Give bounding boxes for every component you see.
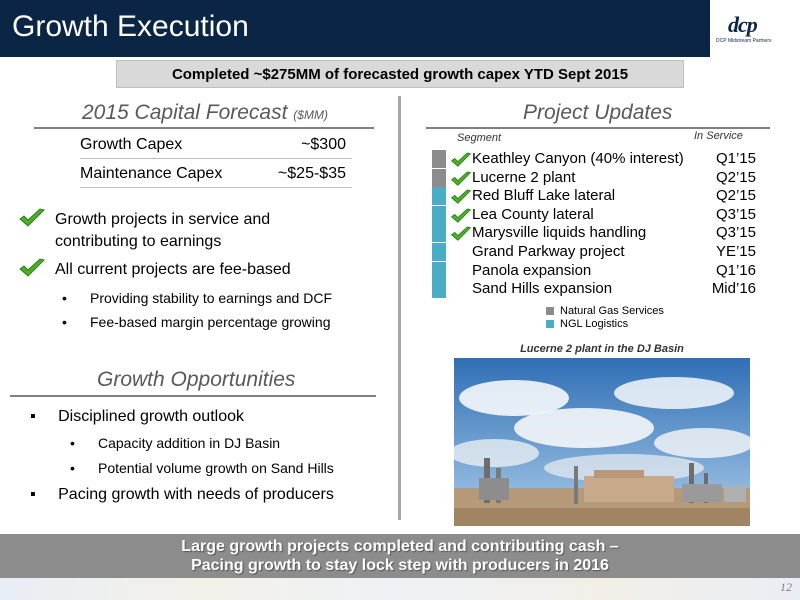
project-row: Keathley Canyon (40% interest) Q1’15 [432, 150, 760, 168]
in-service-date: Q1’15 [715, 150, 756, 167]
project-name: Keathley Canyon (40% interest) [472, 150, 684, 167]
table-row: Growth Capex ~$300 [80, 130, 352, 159]
segment-indicator [432, 205, 446, 224]
checkmark-icon [450, 226, 472, 242]
sub-bullet-text: Potential volume growth on Sand Hills [98, 460, 334, 476]
square-bullet-item: ▪ Pacing growth with needs of producers [30, 486, 334, 504]
in-service-date: Mid’16 [711, 280, 756, 298]
checkmark-icon [450, 152, 472, 167]
segment-indicator [432, 150, 446, 168]
square-bullet-icon: ▪ [30, 486, 36, 503]
bullet-dot: • [70, 435, 75, 451]
logo-subtitle: DCP Midstream Partners [716, 38, 772, 44]
segment-indicator [432, 280, 446, 299]
header-bar: Growth Execution dcp DCP Midstream Partn… [0, 0, 800, 57]
in-service-date: Q2’15 [715, 168, 756, 186]
project-name: Red Bluff Lake lateral [472, 187, 616, 205]
opportunities-underline [10, 395, 376, 397]
company-logo: dcp DCP Midstream Partners [710, 0, 800, 57]
project-name: Lucerne 2 plant [472, 168, 576, 186]
row-label: Maintenance Capex [80, 165, 223, 182]
checkmark-icon [450, 171, 472, 186]
in-service-date: YE’15 [715, 243, 756, 260]
project-updates-underline [426, 127, 770, 129]
sub-bullet: • Capacity addition in DJ Basin [70, 435, 280, 451]
page-number: 12 [780, 580, 792, 594]
project-name: Panola expansion [472, 261, 592, 279]
project-row: Lea County lateral Q3’15 [432, 205, 760, 224]
segment-indicator [432, 187, 446, 206]
project-updates-title: Project Updates [523, 101, 673, 124]
legend-ngl: NGL Logistics [546, 318, 628, 330]
row-value: ~$25-$35 [277, 165, 346, 182]
logo-wordmark: dcp [728, 12, 758, 37]
segment-indicator [432, 224, 446, 243]
row-value: ~$300 [301, 136, 346, 153]
forecast-underline [34, 127, 374, 129]
check-bullet-2: All current projects are fee-based [55, 261, 291, 278]
page-title: Growth Execution [12, 10, 249, 43]
in-service-date: Q1’16 [715, 261, 756, 279]
project-name: Grand Parkway project [472, 243, 625, 260]
square-bullet-item: ▪ Disciplined growth outlook [30, 408, 244, 426]
legend-natural-gas: Natural Gas Services [546, 305, 664, 317]
sub-bullet-text: Providing stability to earnings and DCF [90, 290, 333, 306]
legend-label: NGL Logistics [560, 318, 629, 330]
summary-banner: Completed ~$275MM of forecasted growth c… [116, 60, 684, 88]
square-bullet-icon: ▪ [30, 408, 36, 425]
project-name: Marysville liquids handling [472, 224, 647, 242]
bullet-dot: • [62, 314, 67, 330]
column-divider [398, 96, 401, 520]
forecast-table: Growth Capex ~$300 Maintenance Capex ~$2… [80, 130, 352, 188]
check-bullet-line: Growth projects in service and [55, 211, 271, 228]
segment-indicator [432, 168, 446, 187]
opportunities-title: Growth Opportunities [97, 368, 296, 391]
bullet-text: Pacing growth with needs of producers [58, 486, 334, 503]
legend-label: Natural Gas Services [560, 305, 664, 317]
bullet-text: Disciplined growth outlook [58, 408, 244, 425]
checkmark-icon [19, 258, 45, 277]
footer-line: Large growth projects completed and cont… [181, 538, 619, 555]
bullet-dot: • [70, 460, 75, 476]
forecast-title: 2015 Capital Forecast ($MM) [82, 101, 328, 125]
project-name: Lea County lateral [472, 205, 594, 223]
project-row: Marysville liquids handling Q3’15 [432, 224, 760, 243]
sub-bullet: • Fee-based margin percentage growing [62, 314, 330, 330]
sub-bullet: • Providing stability to earnings and DC… [62, 290, 332, 306]
segment-header: Segment [457, 132, 502, 144]
footer-summary: Large growth projects completed and cont… [0, 534, 800, 578]
project-row: Grand Parkway project YE’15 [432, 243, 760, 261]
photo-caption: Lucerne 2 plant in the DJ Basin [520, 343, 684, 355]
segment-indicator [432, 261, 446, 280]
sub-bullet: • Potential volume growth on Sand Hills [70, 460, 334, 476]
bullet-dot: • [62, 290, 67, 306]
sub-bullet-text: Capacity addition in DJ Basin [98, 435, 281, 451]
legend-swatch [546, 307, 554, 316]
sub-bullet-text: Fee-based margin percentage growing [90, 314, 331, 330]
in-service-date: Q3’15 [715, 224, 756, 242]
bottom-decoration [0, 578, 800, 600]
checkmark-icon [450, 208, 472, 223]
in-service-header: In Service [694, 130, 743, 142]
project-row: Lucerne 2 plant Q2’15 [432, 168, 760, 187]
forecast-unit: ($MM) [293, 108, 328, 122]
table-row: Maintenance Capex ~$25-$35 [80, 159, 352, 188]
in-service-date: Q3’15 [715, 205, 756, 223]
project-name: Sand Hills expansion [472, 280, 613, 298]
check-bullet-line: contributing to earnings [55, 233, 222, 250]
check-bullet-1: Growth projects in service and contribut… [55, 209, 270, 253]
project-row: Sand Hills expansion Mid’16 [432, 280, 760, 299]
project-row: Panola expansion Q1’16 [432, 261, 760, 280]
forecast-title-text: 2015 Capital Forecast [82, 101, 288, 124]
checkmark-icon [450, 189, 472, 205]
project-row: Red Bluff Lake lateral Q2’15 [432, 187, 760, 206]
segment-indicator [432, 243, 446, 261]
legend-swatch [546, 320, 554, 329]
row-label: Growth Capex [80, 136, 183, 153]
checkmark-icon [19, 208, 45, 227]
in-service-date: Q2’15 [715, 187, 756, 205]
footer-line: Pacing growth to stay lock step with pro… [191, 557, 609, 574]
plant-photo [454, 358, 750, 526]
